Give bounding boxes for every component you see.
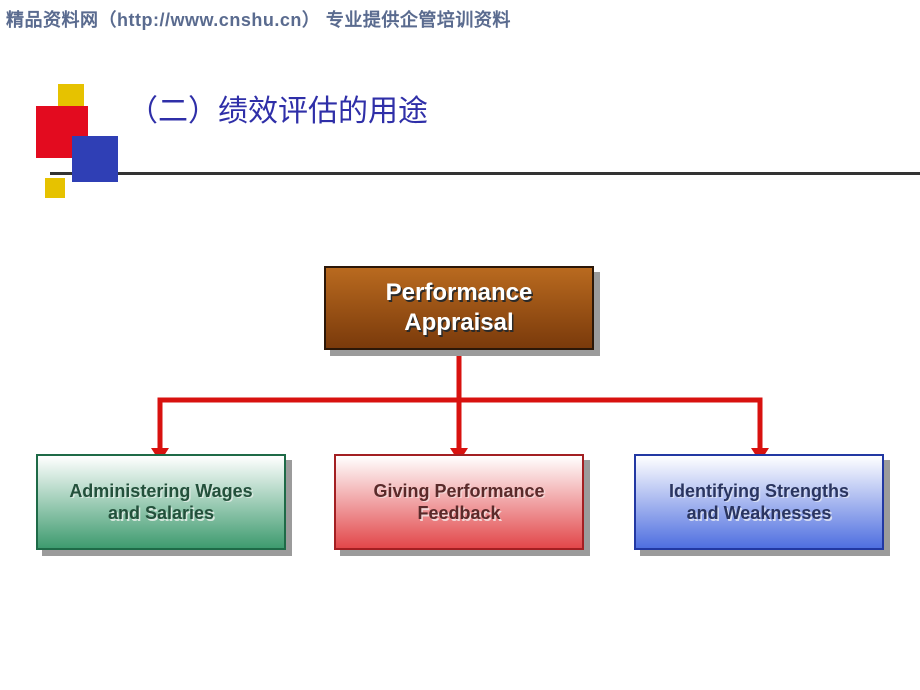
node-label: Identifying Strengthsand WeaknessesIdent… xyxy=(669,480,849,525)
root-node: PerformanceAppraisalPerformanceAppraisal xyxy=(324,266,594,350)
deco-square xyxy=(45,178,65,198)
deco-square xyxy=(72,136,118,182)
child-node: Giving PerformanceFeedbackGiving Perform… xyxy=(334,454,584,550)
node-label: Giving PerformanceFeedbackGiving Perform… xyxy=(373,480,544,525)
child-node: Identifying Strengthsand WeaknessesIdent… xyxy=(634,454,884,550)
child-node: Administering Wagesand SalariesAdministe… xyxy=(36,454,286,550)
node-label: PerformanceAppraisalPerformanceAppraisal xyxy=(386,278,533,338)
node-label: Administering Wagesand SalariesAdministe… xyxy=(69,480,252,525)
performance-appraisal-diagram: PerformanceAppraisalPerformanceAppraisal… xyxy=(0,0,920,690)
